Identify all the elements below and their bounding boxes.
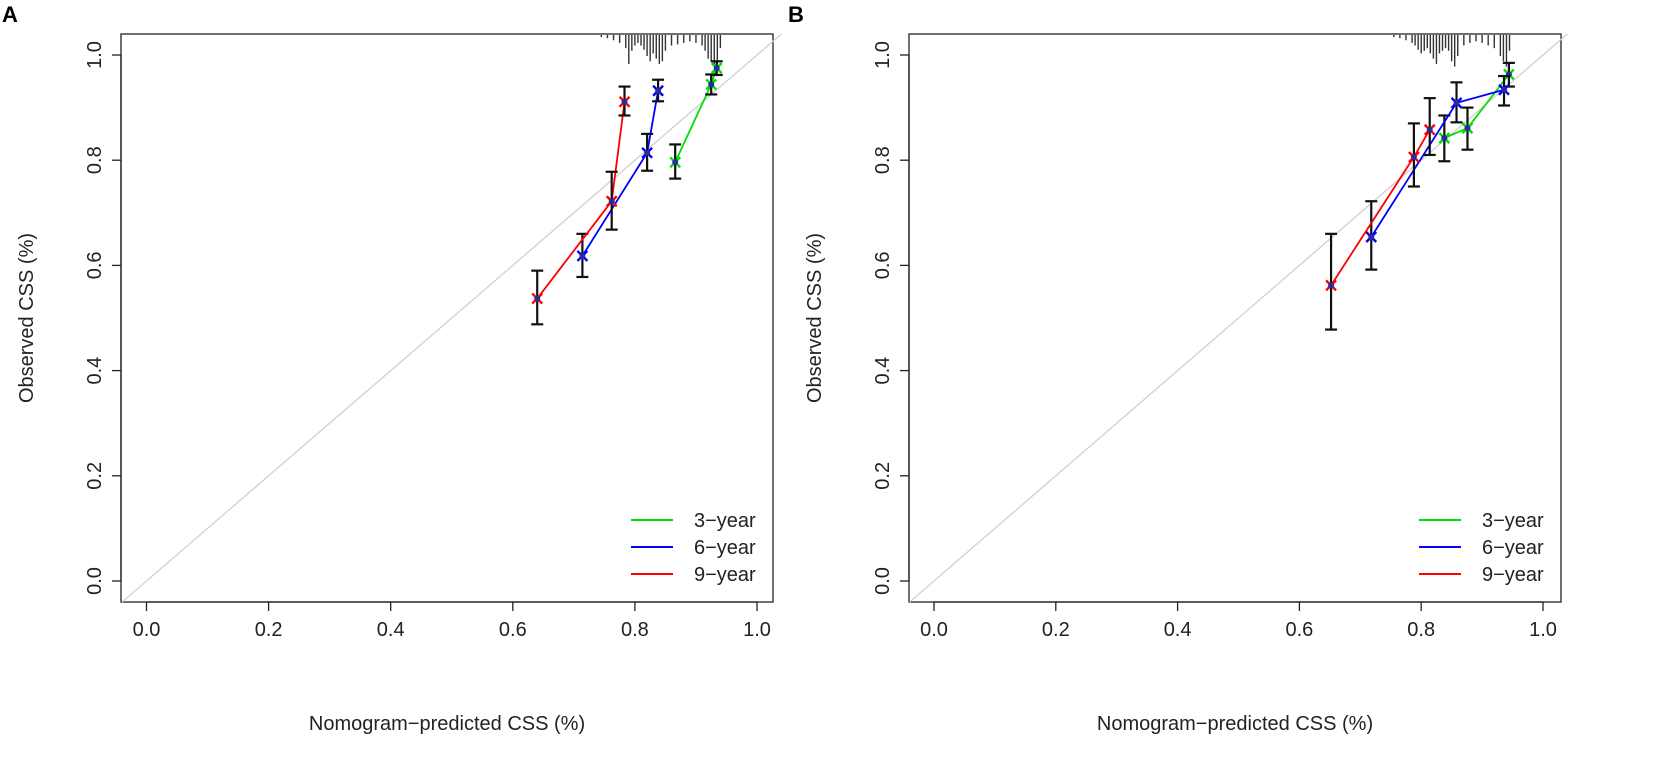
panel-b-data-point xyxy=(1325,279,1337,292)
panel-b-x-axis: 0.0 0.2 0.4 0.6 0.8 1.0 xyxy=(920,601,1557,641)
panel-a-data-point xyxy=(641,146,653,159)
panel-a-legend-label: 3−year xyxy=(694,510,756,532)
panel-b-x-axis-title: Nomogram−predicted CSS (%) xyxy=(1097,713,1373,735)
panel-b-x-tick-label: 0.8 xyxy=(1407,619,1435,641)
panel-b-y-tick-label: 1.0 xyxy=(872,41,894,69)
panel-b-data-point xyxy=(1498,83,1510,96)
panel-a-data-point xyxy=(669,156,682,169)
panel-b-data-point xyxy=(1423,123,1436,136)
panel-a-rug xyxy=(600,35,722,67)
panel-b-y-axis: 0.0 0.2 0.4 0.6 0.8 1.0 xyxy=(872,41,910,595)
panel-b-data-point xyxy=(1365,231,1378,243)
panel-a-x-axis: 0.0 0.2 0.4 0.6 0.8 1.0 xyxy=(133,601,771,641)
panel-a-data-point xyxy=(705,78,718,91)
panel-a-x-tick-label: 0.8 xyxy=(621,619,649,641)
panel-a-data-point xyxy=(710,62,723,74)
panel-b-legend-label: 6−year xyxy=(1482,537,1544,559)
panel-a-y-tick-label: 0.0 xyxy=(84,567,106,595)
panel-a-reference-line xyxy=(121,33,782,603)
panel-b-y-tick-label: 0.0 xyxy=(872,567,894,595)
panel-a-x-tick-label: 0.6 xyxy=(499,619,527,641)
panel-a-y-tick-label: 0.8 xyxy=(84,146,106,174)
panel-a-legend-label: 6−year xyxy=(694,537,756,559)
panel-a-plot-frame xyxy=(120,33,774,603)
panel-a-y-axis-title: Observed CSS (%) xyxy=(16,233,38,403)
panel-a-data-point xyxy=(531,292,544,305)
panel-a-ideal-diagonal xyxy=(121,33,782,603)
panel-b-series-line-1 xyxy=(1370,88,1505,238)
panel-b-data-point xyxy=(1450,97,1463,109)
panel-b-x-tick-label: 1.0 xyxy=(1529,619,1557,641)
panel-b-data-point xyxy=(1438,132,1451,144)
panel-b-legend-item: 9−year xyxy=(1419,564,1544,586)
panel-a-legend-item: 3−year xyxy=(631,510,756,532)
panel-a-legend-item: 9−year xyxy=(631,564,756,586)
panel-a-data-point xyxy=(576,250,589,262)
panel-a-x-tick-label: 0.2 xyxy=(255,619,283,641)
panel-a-x-axis-title: Nomogram−predicted CSS (%) xyxy=(309,713,585,735)
panel-b-legend: 3−year 6−year 9−year xyxy=(1419,510,1544,586)
panel-a-legend: 3−year 6−year 9−year xyxy=(631,510,756,586)
panel-a-x-tick-label: 1.0 xyxy=(743,619,771,641)
panel-a: A 0.0 0.2 0.4 0.6 0.8 1.0 0.00.20.40.60.81.0 … xyxy=(2,2,782,735)
panel-b-data-point xyxy=(1408,151,1420,163)
panel-b-ideal-diagonal xyxy=(909,33,1568,603)
panel-b: B 0.0 0.2 0.4 0.6 0.8 1.0 0.00.20.40.60.81.0 … xyxy=(788,2,1568,735)
panel-a-legend-item: 6−year xyxy=(631,537,756,559)
panel-a-x-tick-label: 0.0 xyxy=(133,619,161,641)
panel-a-data-point xyxy=(605,195,618,208)
panel-b-y-tick-label: 0.6 xyxy=(872,251,894,279)
panel-b-x-tick-label: 0.2 xyxy=(1042,619,1070,641)
panel-a-y-axis: 0.0 0.2 0.4 0.6 0.8 1.0 xyxy=(84,41,122,595)
panel-b-y-tick-label: 0.4 xyxy=(872,357,894,385)
panel-b-y-tick-label: 0.2 xyxy=(872,462,894,490)
panel-a-data-point xyxy=(652,84,664,97)
panel-b-data-point xyxy=(1461,122,1474,134)
panel-a-y-tick-label: 0.4 xyxy=(84,357,106,385)
panel-a-x-tick-label: 0.4 xyxy=(377,619,405,641)
panel-b-legend-label: 9−year xyxy=(1482,564,1544,586)
panel-b-reference-line xyxy=(909,33,1568,603)
panel-b-legend-item: 3−year xyxy=(1419,510,1544,532)
panel-b-y-axis-title: Observed CSS (%) xyxy=(804,233,826,403)
panel-a-legend-label: 9−year xyxy=(694,564,756,586)
panel-b-plot-frame xyxy=(908,33,1562,603)
panel-b-legend-label: 3−year xyxy=(1482,510,1544,532)
panel-b-rug xyxy=(1393,35,1511,67)
panel-a-data-point xyxy=(618,95,631,108)
panel-b-x-tick-label: 0.0 xyxy=(920,619,948,641)
panel-b-x-tick-label: 0.6 xyxy=(1285,619,1313,641)
panel-a-label: A xyxy=(2,2,18,27)
panel-b-series xyxy=(1325,61,1515,331)
panel-b-label: B xyxy=(788,2,804,27)
panel-b-y-tick-label: 0.8 xyxy=(872,146,894,174)
panel-b-legend-item: 6−year xyxy=(1419,537,1544,559)
panel-a-series xyxy=(531,60,723,326)
panel-a-y-tick-label: 0.2 xyxy=(84,462,106,490)
panel-b-x-tick-label: 0.4 xyxy=(1164,619,1192,641)
panel-a-y-tick-label: 1.0 xyxy=(84,41,106,69)
panel-a-y-tick-label: 0.6 xyxy=(84,251,106,279)
